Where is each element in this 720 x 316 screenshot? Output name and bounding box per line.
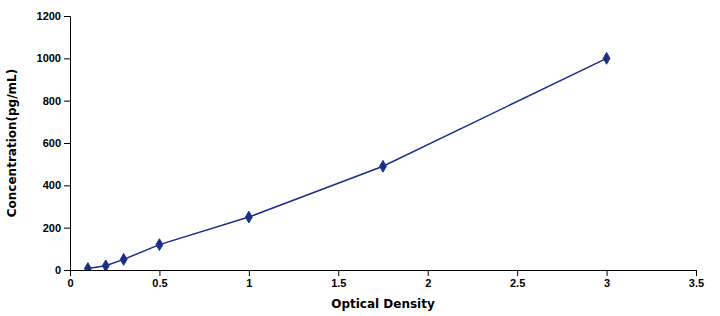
tick-label: 3	[604, 277, 610, 289]
tick-mark	[64, 101, 70, 102]
y-axis: 0 200 400 600 800 1000 1200	[37, 10, 71, 276]
point	[603, 52, 610, 64]
tick-mark	[64, 16, 70, 17]
tick: 0	[67, 270, 73, 289]
tick: 1000	[37, 52, 70, 64]
point	[245, 211, 252, 223]
tick-mark	[607, 270, 608, 276]
tick-label: 0.5	[152, 277, 167, 289]
tick: 0.5	[152, 270, 167, 289]
point	[156, 239, 163, 251]
tick-mark	[338, 270, 339, 276]
point	[84, 263, 91, 270]
axis-line	[71, 271, 697, 277]
point	[380, 160, 387, 172]
tick-mark	[159, 270, 160, 276]
tick: 1.5	[331, 270, 346, 289]
tick-label: 1200	[37, 10, 61, 22]
tick-mark	[249, 270, 250, 276]
tick: 400	[43, 179, 70, 191]
tick-label: 0	[67, 277, 73, 289]
tick: 1200	[37, 10, 70, 22]
tick-label: 200	[43, 222, 61, 234]
tick: 1	[246, 270, 252, 289]
tick-label: 800	[43, 95, 61, 107]
tick: 3	[604, 270, 610, 289]
tick: 200	[43, 222, 70, 234]
plot-area: 0 0.5 1 1.5 2 2.5 3 3.5 0 200 400 600 800 1000 1200	[37, 10, 705, 289]
tick-mark	[428, 270, 429, 276]
tick: 600	[43, 137, 70, 149]
marks	[84, 52, 609, 270]
tick-mark	[696, 270, 697, 276]
tick-mark	[64, 185, 70, 186]
tick-label: 0	[55, 264, 61, 276]
tick: 2.5	[510, 270, 525, 289]
tick-mark	[64, 228, 70, 229]
tick-mark	[64, 58, 70, 59]
tick-label: 400	[43, 179, 61, 191]
tick: 800	[43, 95, 70, 107]
y-axis-title: Concentration(pg/mL)	[5, 69, 19, 217]
axis-line	[64, 17, 71, 271]
tick-label: 1.5	[331, 277, 346, 289]
tick: 0	[55, 264, 70, 276]
tick-mark	[64, 270, 70, 271]
tick: 2	[425, 270, 431, 289]
tick-label: 600	[43, 137, 61, 149]
x-axis-title: Optical Density	[331, 297, 435, 311]
tick-label: 1	[246, 277, 252, 289]
x-axis: 0 0.5 1 1.5 2 2.5 3 3.5	[67, 270, 704, 289]
point	[120, 254, 127, 266]
tick-label: 3.5	[689, 277, 704, 289]
tick-mark	[64, 143, 70, 144]
tick-mark	[517, 270, 518, 276]
tick-label: 2	[425, 277, 431, 289]
tick-label: 2.5	[510, 277, 525, 289]
chart: 0 0.5 1 1.5 2 2.5 3 3.5 0 200 400 600 800 1000 1200 Opt…	[0, 0, 720, 316]
tick-label: 1000	[37, 52, 61, 64]
line	[88, 58, 607, 268]
point	[102, 260, 109, 270]
tick: 3.5	[689, 270, 704, 289]
